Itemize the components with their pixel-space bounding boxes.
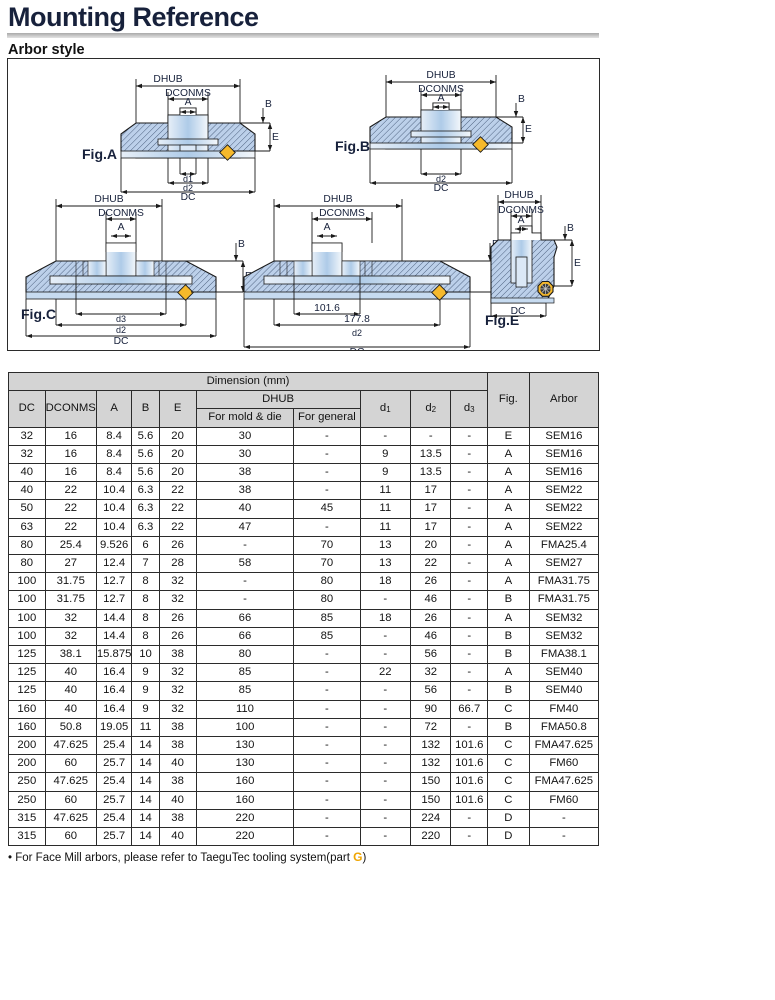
svg-text:Fig.A: Fig.A	[82, 146, 117, 162]
svg-text:d2: d2	[352, 328, 362, 338]
svg-text:E: E	[574, 258, 581, 269]
svg-text:A: A	[438, 93, 445, 104]
svg-text:B: B	[238, 239, 245, 250]
svg-text:B: B	[518, 94, 525, 105]
svg-text:DC: DC	[434, 183, 449, 194]
svg-text:A: A	[185, 97, 192, 108]
svg-text:DHUB: DHUB	[94, 194, 123, 205]
svg-text:DHUB: DHUB	[426, 70, 455, 81]
svg-text:A: A	[324, 222, 331, 233]
svg-text:B: B	[567, 223, 574, 234]
svg-text:A: A	[118, 222, 125, 233]
svg-text:177.8: 177.8	[344, 314, 370, 325]
svg-text:Fig.B: Fig.B	[335, 138, 370, 154]
svg-text:B: B	[265, 99, 272, 110]
svg-text:DHUB: DHUB	[504, 190, 533, 201]
svg-text:E: E	[272, 132, 279, 143]
svg-text:A: A	[518, 215, 525, 226]
svg-text:101.6: 101.6	[314, 303, 340, 314]
svg-text:DHUB: DHUB	[153, 74, 182, 85]
svg-text:d3: d3	[116, 314, 126, 324]
svg-text:DC: DC	[511, 306, 526, 317]
svg-text:DC: DC	[114, 336, 129, 347]
svg-text:d2: d2	[116, 325, 126, 335]
svg-text:DCONMS: DCONMS	[319, 208, 365, 219]
svg-text:E: E	[525, 124, 532, 135]
svg-text:DC: DC	[350, 347, 365, 350]
svg-text:DHUB: DHUB	[323, 194, 352, 205]
svg-text:DC: DC	[181, 192, 196, 203]
svg-text:DCONMS: DCONMS	[98, 208, 144, 219]
